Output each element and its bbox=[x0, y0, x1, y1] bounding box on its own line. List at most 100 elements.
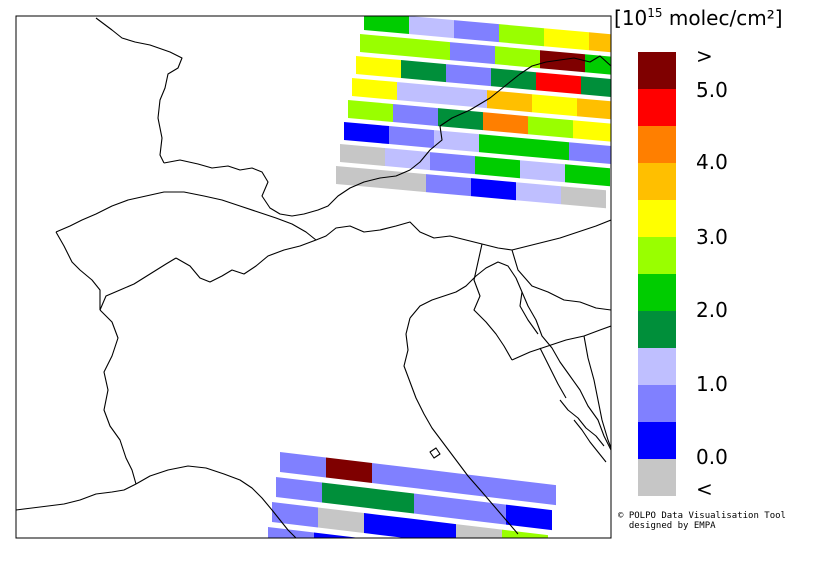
satellite-pixel bbox=[360, 34, 405, 57]
country-borders bbox=[55, 17, 611, 485]
legend-swatch bbox=[638, 52, 676, 89]
satellite-pixel bbox=[360, 538, 406, 564]
satellite-swath-south bbox=[268, 452, 556, 566]
satellite-pixel bbox=[454, 20, 499, 43]
satellite-pixel bbox=[487, 90, 532, 113]
satellite-pixel bbox=[544, 28, 589, 51]
satellite-pixel bbox=[276, 477, 322, 503]
satellite-pixel bbox=[314, 532, 360, 538]
legend-tick-label: > bbox=[696, 44, 713, 68]
satellite-pixel bbox=[577, 98, 611, 120]
satellite-pixel bbox=[499, 24, 544, 47]
satellite-pixel bbox=[348, 100, 393, 123]
satellite-pixel bbox=[585, 54, 611, 75]
legend-swatch bbox=[638, 385, 676, 422]
legend-swatch bbox=[638, 237, 676, 274]
legend-tick-label: < bbox=[696, 477, 713, 501]
satellite-pixel bbox=[318, 507, 364, 534]
satellite-pixel bbox=[536, 72, 581, 95]
satellite-pixel bbox=[506, 504, 552, 531]
satellite-pixel bbox=[401, 60, 446, 83]
satellite-pixel bbox=[479, 134, 524, 157]
map-frame bbox=[15, 15, 612, 539]
legend-tick-label: 4.0 bbox=[696, 150, 728, 174]
satellite-pixel bbox=[532, 94, 577, 117]
satellite-pixel bbox=[456, 524, 502, 538]
legend-swatch bbox=[638, 422, 676, 459]
satellite-pixel bbox=[356, 56, 401, 79]
legend-swatch bbox=[638, 200, 676, 237]
legend-swatch bbox=[638, 311, 676, 348]
satellite-pixel bbox=[450, 42, 495, 65]
satellite-pixel bbox=[442, 86, 487, 109]
satellite-pixel bbox=[381, 170, 426, 193]
satellite-pixel bbox=[495, 46, 540, 69]
satellite-pixel bbox=[581, 76, 611, 97]
satellite-pixel bbox=[540, 50, 585, 73]
satellite-pixel bbox=[268, 527, 314, 538]
satellite-pixel bbox=[368, 488, 414, 514]
satellite-swath-north bbox=[336, 16, 611, 209]
legend-tick-label: 2.0 bbox=[696, 298, 728, 322]
satellite-pixel bbox=[520, 160, 565, 183]
satellite-pixel bbox=[510, 479, 556, 506]
satellite-pixel bbox=[565, 164, 610, 187]
legend-swatch bbox=[638, 459, 676, 496]
legend-tick-label: 1.0 bbox=[696, 372, 728, 396]
satellite-pixel bbox=[397, 82, 442, 105]
satellite-pixel bbox=[414, 493, 460, 520]
satellite-pixel bbox=[410, 518, 456, 538]
satellite-pixel bbox=[452, 549, 498, 566]
satellite-pixel bbox=[464, 474, 510, 500]
satellite-pixel bbox=[372, 463, 418, 489]
satellite-pixel bbox=[528, 116, 573, 139]
satellite-pixel bbox=[352, 78, 397, 101]
satellite-pixel bbox=[573, 120, 611, 142]
legend-swatch bbox=[638, 126, 676, 163]
satellite-pixel bbox=[340, 144, 385, 167]
satellite-pixel bbox=[344, 122, 389, 145]
legend-swatch bbox=[638, 163, 676, 200]
satellite-pixel bbox=[364, 16, 409, 35]
satellite-pixel bbox=[502, 529, 548, 538]
satellite-pixel bbox=[326, 457, 372, 484]
satellite-pixel bbox=[280, 452, 326, 478]
credit-text: © POLPO Data Visualisation Tool designed… bbox=[618, 511, 786, 531]
satellite-pixel bbox=[524, 138, 569, 161]
satellite-pixel bbox=[272, 502, 318, 528]
satellite-pixel bbox=[322, 482, 368, 509]
satellite-pixel bbox=[446, 64, 491, 87]
satellite-pixel bbox=[389, 126, 434, 149]
satellite-pixel bbox=[434, 130, 479, 153]
satellite-pixel bbox=[498, 555, 544, 566]
legend-unit: [1015 molec/cm²] bbox=[614, 6, 783, 30]
satellite-pixel bbox=[460, 499, 506, 525]
satellite-pixel bbox=[483, 112, 528, 135]
satellite-pixel bbox=[516, 182, 561, 205]
legend-tick-label: 5.0 bbox=[696, 78, 728, 102]
satellite-pixel bbox=[475, 156, 520, 179]
satellite-pixel bbox=[393, 104, 438, 127]
satellite-pixel bbox=[364, 513, 410, 538]
legend-swatch bbox=[638, 274, 676, 311]
satellite-pixel bbox=[418, 468, 464, 495]
satellite-pixel bbox=[409, 16, 454, 39]
satellite-pixel bbox=[471, 178, 516, 201]
satellite-pixel bbox=[405, 38, 450, 61]
satellite-pixel bbox=[589, 32, 611, 53]
satellite-pixel bbox=[336, 166, 381, 189]
legend-swatch bbox=[638, 348, 676, 385]
satellite-pixel bbox=[569, 142, 611, 165]
satellite-pixel bbox=[430, 152, 475, 175]
satellite-pixel bbox=[426, 174, 471, 197]
legend-tick-label: 0.0 bbox=[696, 445, 728, 469]
legend-swatch bbox=[638, 89, 676, 126]
legend-color-bar bbox=[638, 52, 676, 496]
satellite-pixel bbox=[561, 186, 606, 209]
satellite-pixel bbox=[406, 544, 452, 566]
satellite-pixel bbox=[385, 148, 430, 171]
legend-tick-label: 3.0 bbox=[696, 225, 728, 249]
coastline bbox=[16, 261, 611, 538]
satellite-pixel bbox=[438, 108, 483, 131]
